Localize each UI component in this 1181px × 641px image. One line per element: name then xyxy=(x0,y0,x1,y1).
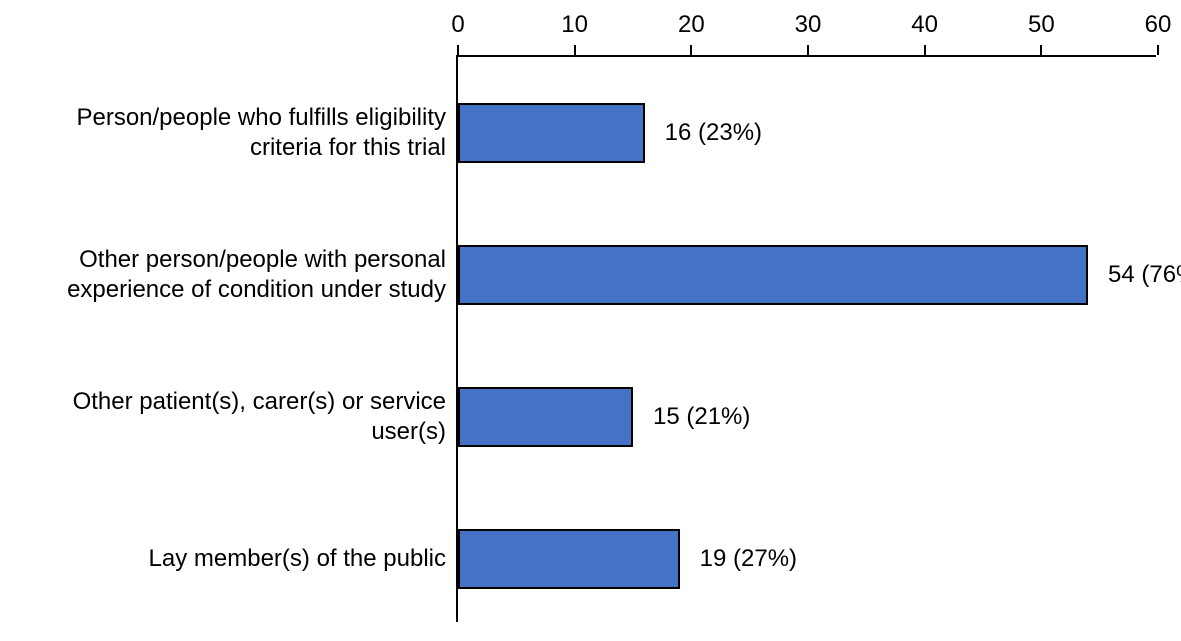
bar-value-label: 54 (76%) xyxy=(1108,261,1181,289)
x-tick-label: 40 xyxy=(911,11,938,39)
bar-value-label: 15 (21%) xyxy=(653,403,750,431)
x-tick xyxy=(924,45,926,55)
x-tick xyxy=(457,45,459,55)
bar xyxy=(458,529,680,589)
x-tick xyxy=(1040,45,1042,55)
bar xyxy=(458,103,645,163)
x-tick xyxy=(807,45,809,55)
category-label: Person/people who fulfills eligibilitycr… xyxy=(6,103,446,163)
bar xyxy=(458,387,633,447)
x-tick xyxy=(574,45,576,55)
category-label: Other patient(s), carer(s) or serviceuse… xyxy=(6,387,446,447)
category-label: Lay member(s) of the public xyxy=(6,544,446,574)
category-label: Other person/people with personalexperie… xyxy=(6,245,446,305)
bar-chart: 0 10 20 30 40 50 60 16 (23%) Person/people who f… xyxy=(0,0,1181,641)
bar-value-label: 19 (27%) xyxy=(700,545,797,573)
x-tick xyxy=(690,45,692,55)
x-tick-label: 20 xyxy=(678,11,705,39)
x-tick-label: 10 xyxy=(561,11,588,39)
bar xyxy=(458,245,1088,305)
x-tick-label: 0 xyxy=(451,11,464,39)
plot-area: 010203040506016 (23%)Person/people who f… xyxy=(456,55,1156,622)
x-tick-label: 50 xyxy=(1028,11,1055,39)
bar-value-label: 16 (23%) xyxy=(665,119,762,147)
x-tick-label: 60 xyxy=(1145,11,1172,39)
x-tick xyxy=(1157,45,1159,55)
x-tick-label: 30 xyxy=(795,11,822,39)
